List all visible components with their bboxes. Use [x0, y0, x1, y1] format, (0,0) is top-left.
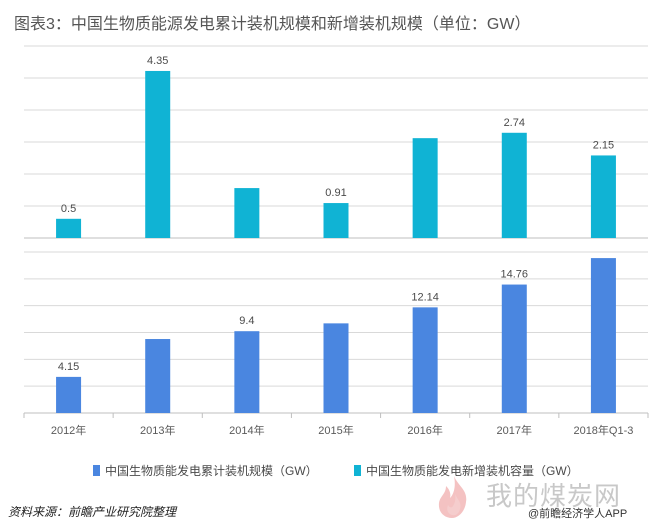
cumulative-bar-1 [145, 339, 171, 413]
new-bar-label-0: 0.5 [61, 203, 76, 215]
cumulative-bar-0 [56, 376, 82, 413]
new-bar-label-3: 0.91 [325, 187, 346, 199]
flame-logo-icon [438, 476, 467, 518]
legend: 中国生物质能发电累计装机规模（GW） 中国生物质能发电新增装机容量（GW） [0, 462, 660, 482]
legend-item-new[interactable]: 中国生物质能发电新增装机容量（GW） [354, 462, 579, 479]
x-tick-label-0: 2012年 [51, 423, 86, 437]
new-bar-label-5: 2.74 [504, 117, 525, 129]
cumulative-bar-label-5: 14.76 [501, 269, 529, 281]
new-bar-2 [234, 188, 260, 238]
new-bar-label-6: 2.15 [593, 139, 614, 151]
new-bar-5 [501, 132, 527, 238]
cumulative-bar-4 [412, 307, 438, 413]
new-bar-0 [56, 218, 82, 238]
source-note: 资料来源：前瞻产业研究院整理 [8, 505, 177, 519]
legend-swatch-cumulative [93, 465, 100, 476]
chart-title: 图表3：中国生物质能源发电累计装机规模和新增装机规模（单位：GW） [14, 16, 531, 33]
legend-item-cumulative[interactable]: 中国生物质能发电累计装机规模（GW） [93, 462, 318, 479]
x-tick-label-3: 2015年 [318, 423, 353, 437]
watermark-app: @前瞻经济学人APP [528, 508, 628, 520]
cumulative-bar-2 [234, 331, 260, 413]
cumulative-bar-6 [590, 258, 616, 413]
x-axis: 2012年 2013年 2014年 2015年 2016年 2017年 2018年Q1-3 [23, 413, 649, 437]
new-bar-1 [145, 70, 171, 239]
chart-canvas: 0.5 4.35 0.91 2.74 2.15 4.15 9.4 12.14 14.76 20… [23, 45, 649, 437]
bottom-panel: 4.15 9.4 12.14 14.76 [24, 251, 648, 414]
watermark-site: 我的煤炭网 [486, 481, 622, 511]
top-panel: 0.5 4.35 0.91 2.74 2.15 [24, 45, 648, 239]
cumulative-bar-label-2: 9.4 [239, 315, 254, 327]
x-tick-label-1: 2013年 [140, 423, 175, 437]
cumulative-bar-5 [501, 284, 527, 413]
new-bar-3 [323, 203, 349, 238]
x-tick-label-2: 2014年 [229, 423, 264, 437]
x-tick-label-5: 2017年 [497, 423, 532, 437]
new-bar-4 [412, 138, 438, 238]
new-bar-6 [590, 155, 616, 238]
legend-label-new: 中国生物质能发电新增装机容量（GW） [366, 464, 579, 478]
cumulative-bar-3 [323, 323, 349, 413]
cumulative-bar-label-4: 12.14 [411, 291, 439, 303]
x-tick-label-6: 2018年Q1-3 [573, 423, 633, 437]
legend-swatch-new [354, 465, 361, 476]
legend-label-cumulative: 中国生物质能发电累计装机规模（GW） [105, 464, 318, 478]
cumulative-bar-label-0: 4.15 [58, 361, 79, 373]
new-bar-label-1: 4.35 [147, 55, 168, 67]
x-tick-label-4: 2016年 [407, 423, 442, 437]
